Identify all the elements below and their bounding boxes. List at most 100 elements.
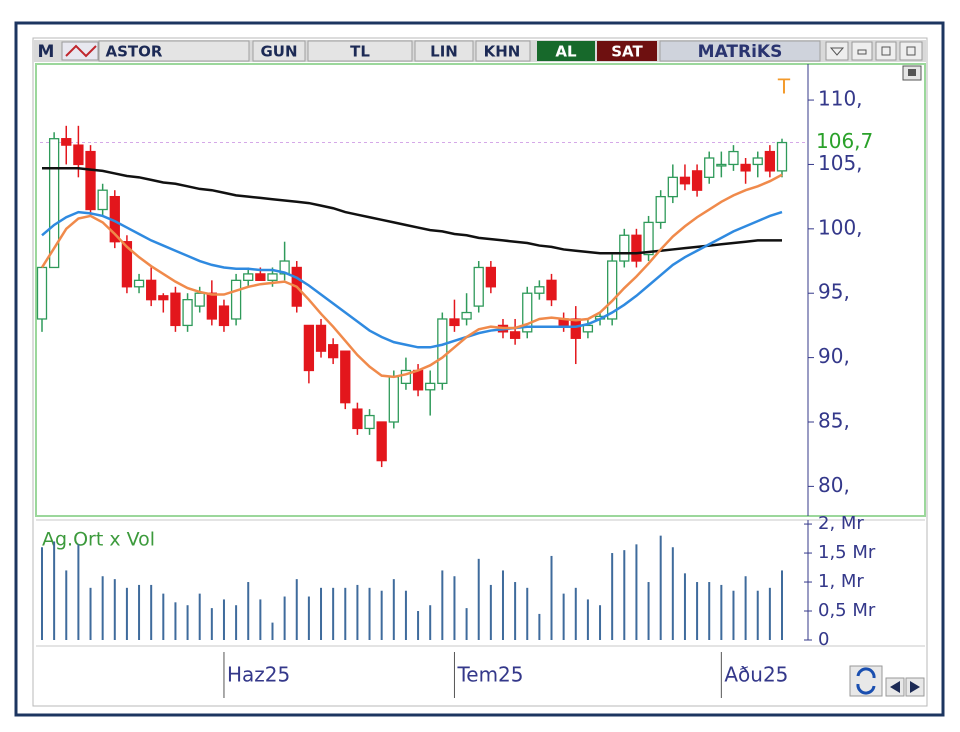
candle-body (206, 292, 217, 320)
close-button[interactable] (899, 41, 923, 61)
y-tick-label: 105, (818, 151, 863, 175)
y-tick-label: 0 (818, 629, 829, 650)
y-tick-label: 100, (818, 215, 863, 239)
y-tick-label: 1, Mr (818, 571, 864, 592)
volume-bar (259, 599, 262, 640)
menu-button[interactable] (825, 41, 849, 61)
candle-body (425, 382, 436, 391)
candle-body (315, 324, 327, 352)
volume-bar (647, 582, 650, 640)
candle-body (607, 260, 618, 320)
volume-bar (320, 587, 323, 640)
mode-button[interactable] (475, 40, 531, 62)
volume-bar (708, 582, 711, 640)
volume-bar (332, 587, 335, 640)
volume-bar (392, 579, 395, 640)
candle-body (667, 176, 678, 198)
candle-body (48, 138, 60, 269)
candle-body (73, 144, 84, 166)
volume-bar (247, 582, 250, 640)
volume-bar (271, 622, 274, 640)
candle-body (327, 344, 339, 359)
volume-bar (162, 593, 165, 640)
moving-average (41, 210, 783, 349)
scale-button[interactable] (414, 40, 474, 62)
volume-bar (174, 602, 177, 640)
volume-bar (586, 599, 589, 640)
volume-bar (635, 544, 638, 640)
buy-button[interactable] (537, 41, 595, 61)
y-tick-label: 80, (818, 473, 850, 497)
scale[interactable]: LIN (430, 43, 458, 61)
currency-button[interactable] (307, 40, 413, 62)
candle-body (146, 279, 157, 301)
scroll-right-icon (910, 681, 920, 693)
candle-body (170, 292, 181, 327)
volume-bar (574, 587, 577, 640)
volume-bar (611, 553, 614, 640)
maximize-button[interactable] (875, 41, 897, 61)
volume-bar (368, 587, 371, 640)
candle-body (230, 279, 242, 320)
volume-bar (429, 605, 432, 640)
volume-bar (356, 584, 359, 640)
mode[interactable]: KHN (484, 43, 521, 61)
y-tick-label: 2, Mr (818, 513, 864, 534)
period[interactable]: GUN (260, 43, 297, 61)
symbol-box[interactable] (98, 40, 250, 62)
volume-bar (768, 587, 771, 640)
volume-bar (756, 590, 759, 640)
candle-body (267, 273, 278, 281)
brand-box (659, 40, 821, 62)
volume-bar (720, 584, 723, 640)
candle-body (61, 138, 72, 146)
y-tick-label: 90, (818, 344, 850, 368)
sell[interactable]: SAT (611, 43, 643, 61)
y-tick-label: 85, (818, 408, 850, 432)
candle-body (728, 150, 739, 166)
period-button[interactable] (252, 40, 306, 62)
symbol-icon[interactable]: M (38, 42, 55, 62)
candle-body (303, 324, 315, 372)
volume-bar (344, 587, 347, 640)
volume-bar (538, 613, 541, 640)
brand: MATRiKS (698, 42, 783, 62)
volume-bar (623, 550, 626, 640)
candle-body (764, 150, 776, 172)
marker: T (777, 75, 791, 99)
volume-bar (659, 535, 662, 640)
candle-body (655, 195, 666, 224)
buy[interactable]: AL (555, 43, 577, 61)
candle-body (752, 157, 763, 166)
volume-bar (501, 570, 504, 640)
candle-body (182, 299, 193, 327)
candle-body (691, 170, 703, 191)
candle-body (376, 421, 387, 462)
volume-bar (235, 605, 238, 640)
minimize-button[interactable] (851, 41, 873, 61)
volume-bar (150, 584, 153, 640)
volume-bar (210, 608, 213, 640)
candle-body (400, 369, 412, 385)
candle-body (243, 273, 254, 281)
symbol[interactable]: ASTOR (106, 43, 163, 61)
candle-body (218, 305, 230, 327)
x-tick-label: Tem25 (456, 663, 523, 687)
sell-button[interactable] (597, 41, 657, 61)
volume-bar (77, 544, 80, 640)
volume-bar (441, 570, 444, 640)
menu-icon (829, 47, 845, 56)
currency[interactable]: TL (350, 43, 370, 61)
minimize-icon (857, 49, 867, 55)
close-icon (906, 46, 916, 56)
volume-bar (514, 582, 517, 640)
refresh-button[interactable] (849, 665, 883, 697)
volume-bar (89, 587, 92, 640)
volume-bar (489, 584, 492, 640)
candle-body (509, 331, 521, 339)
moving-average (40, 173, 783, 379)
volume-title: Ag.Ort x Vol (42, 529, 155, 551)
y-tick-label: 1,5 Mr (818, 542, 876, 563)
